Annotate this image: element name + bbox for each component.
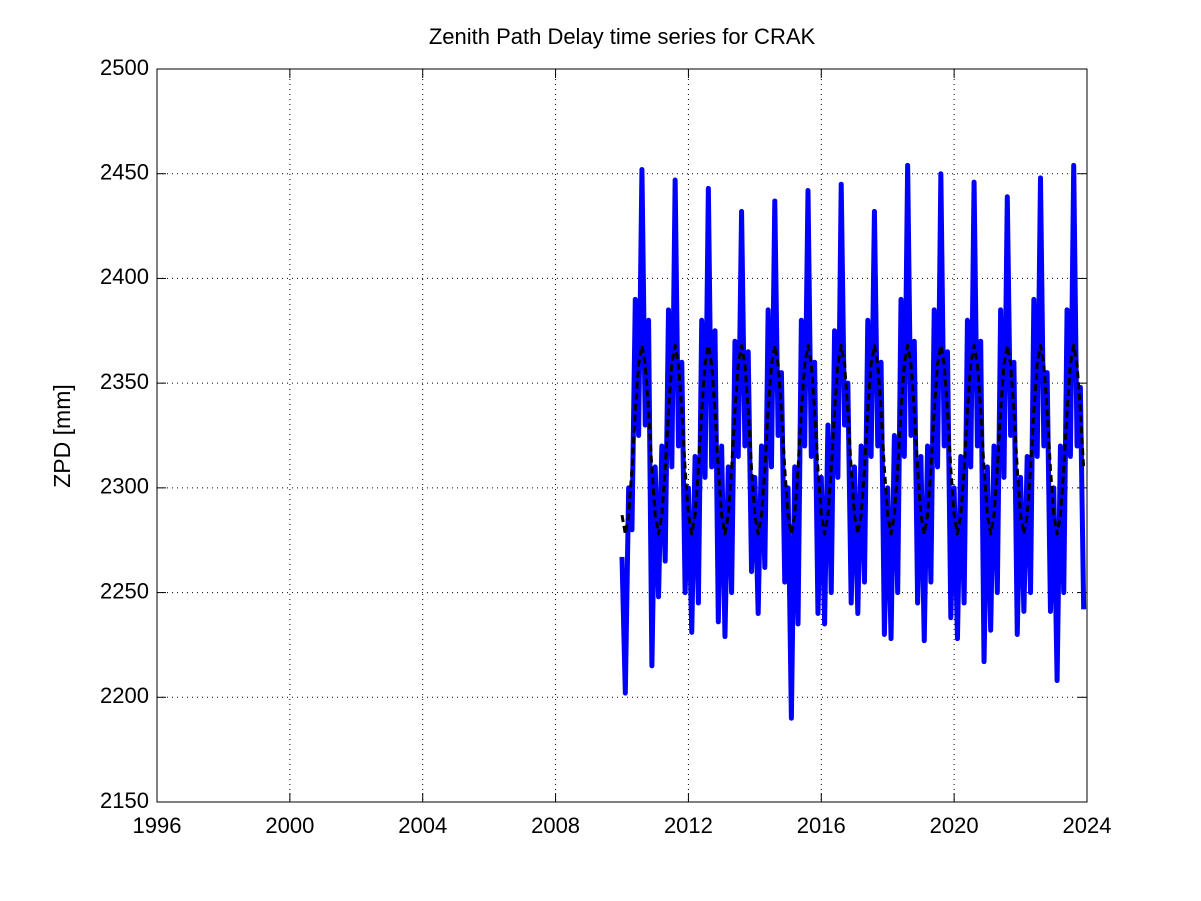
y-tick-label: 2350: [100, 369, 149, 394]
x-tick-label: 2020: [930, 813, 979, 838]
y-tick-label: 2200: [100, 683, 149, 708]
x-tick-label: 1996: [133, 813, 182, 838]
y-axis-label: ZPD [mm]: [49, 384, 75, 488]
x-tick-label: 2000: [265, 813, 314, 838]
data-line: [619, 162, 1087, 721]
x-tick-label: 2008: [531, 813, 580, 838]
y-tick-label: 2250: [100, 578, 149, 603]
x-tick-label: 2004: [398, 813, 447, 838]
x-tick-label: 2016: [797, 813, 846, 838]
x-tick-label: 2012: [664, 813, 713, 838]
y-tick-label: 2300: [100, 474, 149, 499]
plot-frame: [156, 68, 1088, 803]
fit-line: [620, 343, 1086, 536]
chart-title: Zenith Path Delay time series for CRAK: [429, 24, 816, 49]
y-tick-label: 2500: [100, 55, 149, 80]
y-tick-label: 2150: [100, 788, 149, 813]
x-tick-label: 2024: [1063, 813, 1112, 838]
y-tick-label: 2450: [100, 160, 149, 185]
y-tick-label: 2400: [100, 264, 149, 289]
